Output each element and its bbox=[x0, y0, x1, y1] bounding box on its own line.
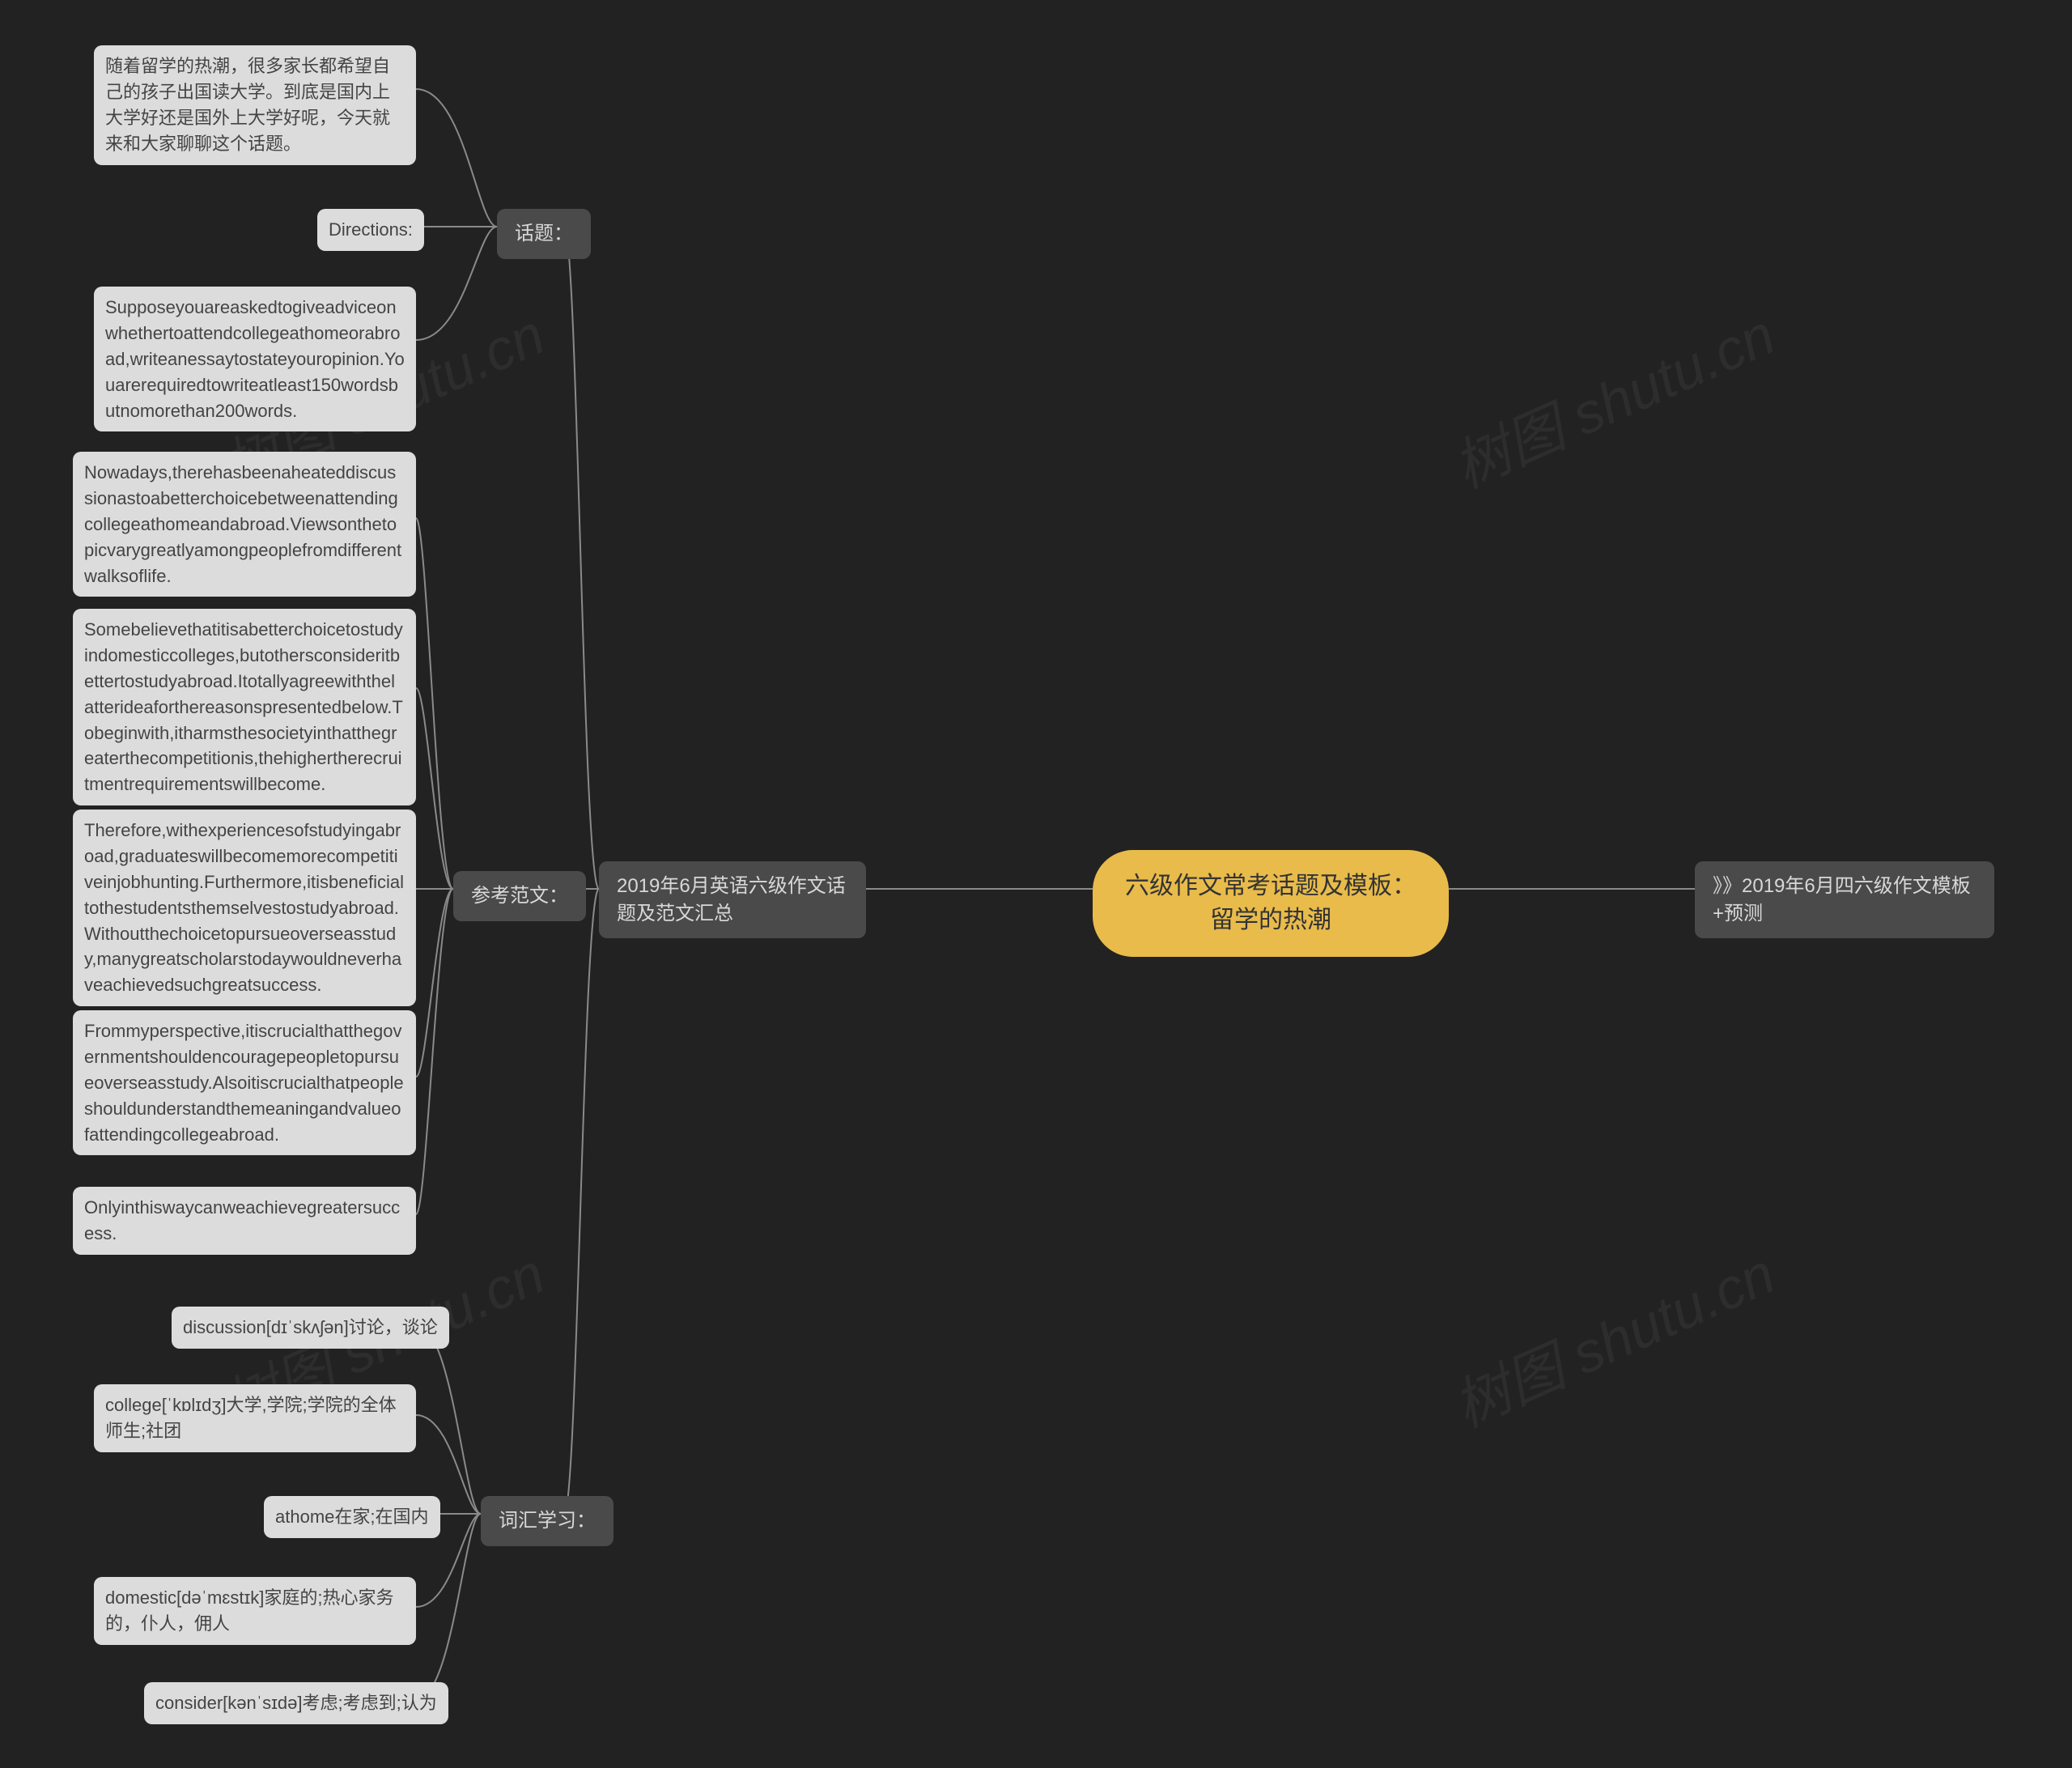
leaf-vocab-v5-text: consider[kənˈsɪdə]考虑;考虑到;认为 bbox=[155, 1693, 437, 1713]
branch-summary-label: 2019年6月英语六级作文话题及范文汇总 bbox=[617, 875, 846, 924]
watermark: 树图 shutu.cn bbox=[1439, 1229, 1785, 1443]
leaf-vocab-v4-text: domestic[dəˈmɛstɪk]家庭的;热心家务的，仆人，佣人 bbox=[105, 1587, 394, 1634]
leaf-vocab-v2[interactable]: college[ˈkɒlɪdʒ]大学,学院;学院的全体师生;社团 bbox=[94, 1384, 416, 1452]
leaf-essay-p4[interactable]: Frommyperspective,itiscrucialthatthegove… bbox=[73, 1010, 416, 1155]
leaf-vocab-v1[interactable]: discussion[dɪˈskʌʃən]讨论，谈论 bbox=[172, 1307, 449, 1349]
branch-topic[interactable]: 话题： bbox=[497, 209, 591, 259]
leaf-essay-p5[interactable]: Onlyinthiswaycanweachievegreatersuccess. bbox=[73, 1187, 416, 1255]
leaf-vocab-v2-text: college[ˈkɒlɪdʒ]大学,学院;学院的全体师生;社团 bbox=[105, 1395, 397, 1441]
leaf-directions-label[interactable]: Directions: bbox=[317, 209, 424, 251]
branch-vocab[interactable]: 词汇学习： bbox=[481, 1496, 614, 1546]
leaf-essay-p3-text: Therefore,withexperiencesofstudyingabroa… bbox=[84, 820, 404, 995]
leaf-vocab-v1-text: discussion[dɪˈskʌʃən]讨论，谈论 bbox=[183, 1317, 438, 1337]
leaf-directions-text[interactable]: Supposeyouareaskedtogiveadviceonwhethert… bbox=[94, 287, 416, 431]
leaf-topic-intro[interactable]: 随着留学的热潮，很多家长都希望自己的孩子出国读大学。到底是国内上大学好还是国外上… bbox=[94, 45, 416, 165]
root-node[interactable]: 六级作文常考话题及模板：留学的热潮 bbox=[1093, 850, 1449, 957]
leaf-directions-label-text: Directions: bbox=[329, 219, 413, 240]
leaf-vocab-v3[interactable]: athome在家;在国内 bbox=[264, 1496, 440, 1538]
leaf-essay-p4-text: Frommyperspective,itiscrucialthatthegove… bbox=[84, 1021, 404, 1145]
branch-vocab-label: 词汇学习： bbox=[499, 1510, 596, 1532]
leaf-directions-text-content: Supposeyouareaskedtogiveadviceonwhethert… bbox=[105, 297, 405, 421]
leaf-vocab-v5[interactable]: consider[kənˈsɪdə]考虑;考虑到;认为 bbox=[144, 1682, 448, 1724]
branch-prediction-label: 》》2019年6月四六级作文模板+预测 bbox=[1713, 875, 1971, 924]
leaf-essay-p1[interactable]: Nowadays,therehasbeenaheateddiscussionas… bbox=[73, 452, 416, 597]
leaf-essay-p3[interactable]: Therefore,withexperiencesofstudyingabroa… bbox=[73, 810, 416, 1006]
leaf-essay-p2-text: Somebelievethatitisabetterchoicetostudyi… bbox=[84, 619, 403, 794]
branch-essay-label: 参考范文： bbox=[471, 885, 568, 907]
watermark: 树图 shutu.cn bbox=[1439, 290, 1785, 504]
leaf-essay-p1-text: Nowadays,therehasbeenaheateddiscussionas… bbox=[84, 462, 401, 586]
branch-topic-label: 话题： bbox=[515, 223, 573, 244]
branch-essay[interactable]: 参考范文： bbox=[453, 871, 586, 921]
leaf-vocab-v3-text: athome在家;在国内 bbox=[275, 1507, 429, 1527]
leaf-vocab-v4[interactable]: domestic[dəˈmɛstɪk]家庭的;热心家务的，仆人，佣人 bbox=[94, 1577, 416, 1645]
root-title: 六级作文常考话题及模板：留学的热潮 bbox=[1125, 873, 1416, 933]
leaf-essay-p2[interactable]: Somebelievethatitisabetterchoicetostudyi… bbox=[73, 609, 416, 805]
leaf-topic-intro-text: 随着留学的热潮，很多家长都希望自己的孩子出国读大学。到底是国内上大学好还是国外上… bbox=[105, 56, 390, 154]
leaf-essay-p5-text: Onlyinthiswaycanweachievegreatersuccess. bbox=[84, 1197, 400, 1243]
branch-prediction[interactable]: 》》2019年6月四六级作文模板+预测 bbox=[1695, 861, 1994, 938]
branch-summary[interactable]: 2019年6月英语六级作文话题及范文汇总 bbox=[599, 861, 866, 938]
